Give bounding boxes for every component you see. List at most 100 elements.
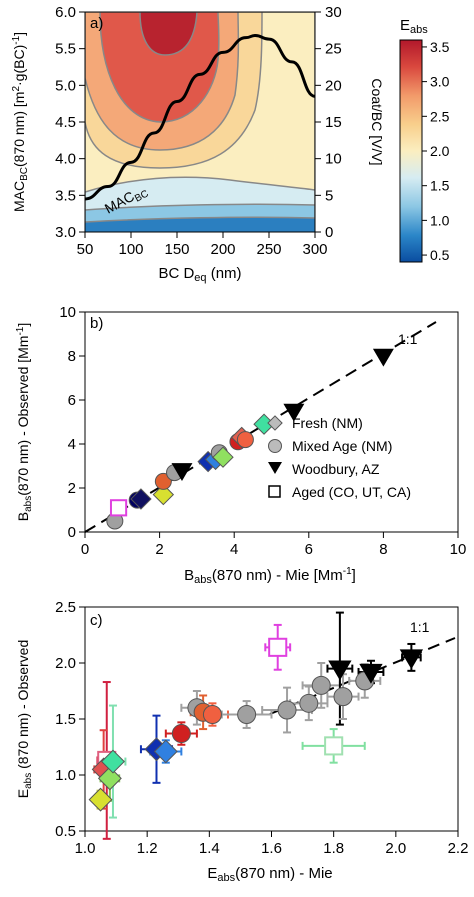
- data-point-square: [109, 499, 128, 517]
- data-point-diamond: [130, 488, 152, 510]
- x-tick-label: 2: [155, 541, 163, 558]
- x-axis-label-b: Babs(870 nm) - Mie [Mm-1]: [184, 566, 356, 586]
- y-tick-label: 0: [68, 524, 76, 541]
- y-tick-label: 6: [68, 392, 76, 409]
- points-c: [88, 611, 424, 840]
- one-to-one-label-c: 1:1: [410, 619, 430, 635]
- colorbar-tick-label: 0.5: [430, 247, 450, 263]
- axes-b: 0 2 4 6 8 10 0 2 4 6 8 10: [59, 304, 466, 558]
- x-tick-label: 50: [77, 241, 94, 258]
- x-tick-label: 2.0: [385, 840, 406, 857]
- y-tick-label: 6.0: [55, 4, 76, 21]
- colorbar-gradient: [399, 39, 423, 263]
- colorbar-tick-label: 1.5: [430, 178, 450, 194]
- x-tick-label: 250: [256, 241, 281, 258]
- y-tick-label: 3.5: [55, 187, 76, 204]
- y-tick-label: 5.5: [55, 41, 76, 58]
- colorbar-tick-label: 3.0: [430, 74, 450, 90]
- data-point-triangle: [359, 663, 383, 684]
- x-tick-label: 300: [302, 241, 327, 258]
- data-point-square: [268, 637, 288, 657]
- mac-bc-curve: [85, 33, 315, 201]
- data-point-diamond: [88, 787, 113, 812]
- data-point-diamond: [152, 483, 175, 506]
- y2-tick-label: 30: [325, 4, 342, 21]
- panel-c: 1:1 c) 1.0 1.2 1.4 1.6 1.8 2.0 2.20.51.01.52.0…: [15, 599, 468, 884]
- contour-band-3.5: [139, 12, 198, 56]
- x-axis-label-a: BC Deq (nm): [158, 265, 241, 284]
- colorbar: Eabs 0.5 1.0 1.5 2.0 2.5 3.0 3.5: [399, 17, 450, 263]
- colorbar-ticks: 0.5 1.0 1.5 2.0 2.5 3.0 3.5: [422, 39, 450, 263]
- data-point-triangle: [171, 463, 193, 481]
- legend-label-woodbury: Woodbury, AZ: [292, 461, 380, 477]
- x-tick-label: 1.2: [137, 840, 158, 857]
- data-point-diamond: [101, 749, 125, 774]
- y2-tick-label: 20: [325, 77, 342, 94]
- y-axis-label-a: MACBC(870 nm) [m2·g(BC)-1]: [11, 32, 30, 212]
- y-tick-label: 0.5: [55, 823, 76, 840]
- legend-b: Fresh (NM) Mixed Age (NM) Woodbury, AZ A…: [267, 415, 411, 500]
- data-point-circle: [299, 693, 319, 713]
- legend-marker-aged: [268, 485, 281, 498]
- y-axis-label-c: Eabs (870 nm) - Observed: [15, 640, 34, 799]
- y-tick-label: 4.0: [55, 151, 76, 168]
- data-point-square: [324, 736, 344, 756]
- x-tick-label: 100: [118, 241, 143, 258]
- y-tick-label: 1.5: [55, 711, 76, 728]
- y-tick-label: 1.0: [55, 767, 76, 784]
- y-tick-label: 2: [68, 480, 76, 497]
- y2-tick-label: 5: [325, 187, 333, 204]
- data-point-triangle: [328, 660, 352, 681]
- legend-marker-mixed: [268, 439, 282, 453]
- y-tick-label: 5.0: [55, 77, 76, 94]
- colorbar-tick-label: 2.5: [430, 108, 450, 124]
- data-point-diamond: [97, 766, 122, 791]
- x-tick-label: 2.2: [448, 840, 469, 857]
- one-to-one-label-b: 1:1: [398, 331, 418, 347]
- y2-tick-label: 10: [325, 151, 342, 168]
- points-b: [106, 348, 394, 530]
- data-point-diamond: [153, 739, 178, 764]
- data-point-circle: [277, 700, 297, 720]
- y2-tick-label: 25: [325, 41, 342, 58]
- x-tick-label: 1.6: [261, 840, 282, 857]
- colorbar-tick-label: 1.0: [430, 212, 450, 228]
- panel-a: a) MACBC 50 100 150 200 250 3003.03.54.04.55.…: [11, 4, 450, 284]
- y-tick-label: 4.5: [55, 114, 76, 131]
- x-tick-label: 200: [210, 241, 235, 258]
- y-tick-label: 8: [68, 348, 76, 365]
- x-tick-label: 0: [81, 541, 89, 558]
- data-point-circle: [311, 675, 331, 695]
- y-tick-label: 10: [59, 304, 76, 321]
- legend-label-aged: Aged (CO, UT, CA): [292, 484, 411, 500]
- x-tick-label: 6: [305, 541, 313, 558]
- x-tick-label: 4: [230, 541, 238, 558]
- panel-label-b: b): [90, 315, 103, 332]
- data-point-diamond: [212, 446, 234, 468]
- x-tick-label: 8: [379, 541, 387, 558]
- panel-b: 1:1 b) 0 2 4 6 8 10 0 2 4 6 8 10 Fresh (NM) Mixed A…: [15, 304, 466, 586]
- data-point-circle: [237, 705, 257, 725]
- y-tick-label: 2.5: [55, 599, 76, 616]
- x-tick-label: 1.4: [199, 840, 220, 857]
- data-point-triangle: [372, 348, 394, 367]
- y2-tick-label: 15: [325, 114, 342, 131]
- x-tick-label: 10: [450, 541, 467, 558]
- y2-tick-label: 0: [325, 224, 333, 241]
- panel-label-c: c): [90, 612, 103, 629]
- heatmap-field: [85, 12, 315, 232]
- data-point-circle: [171, 724, 191, 744]
- legend-label-mixed: Mixed Age (NM): [292, 438, 392, 454]
- legend-marker-fresh: [267, 415, 283, 431]
- data-point-circle: [333, 687, 353, 707]
- y-tick-label: 4: [68, 436, 76, 453]
- legend-label-fresh: Fresh (NM): [292, 415, 363, 431]
- data-point-triangle: [399, 649, 424, 670]
- axes-a: 50 100 150 200 250 300 3.0 3.5 4.0 4.5 5.0 5.5 6.0 0 5…: [55, 4, 342, 258]
- plot-frame-b: [84, 311, 459, 533]
- x-axis-label-c: Eabs(870 nm) - Mie: [207, 865, 332, 884]
- data-point-triangle: [283, 403, 305, 422]
- colorbar-title: Eabs: [400, 17, 428, 36]
- data-point-circle: [154, 472, 172, 490]
